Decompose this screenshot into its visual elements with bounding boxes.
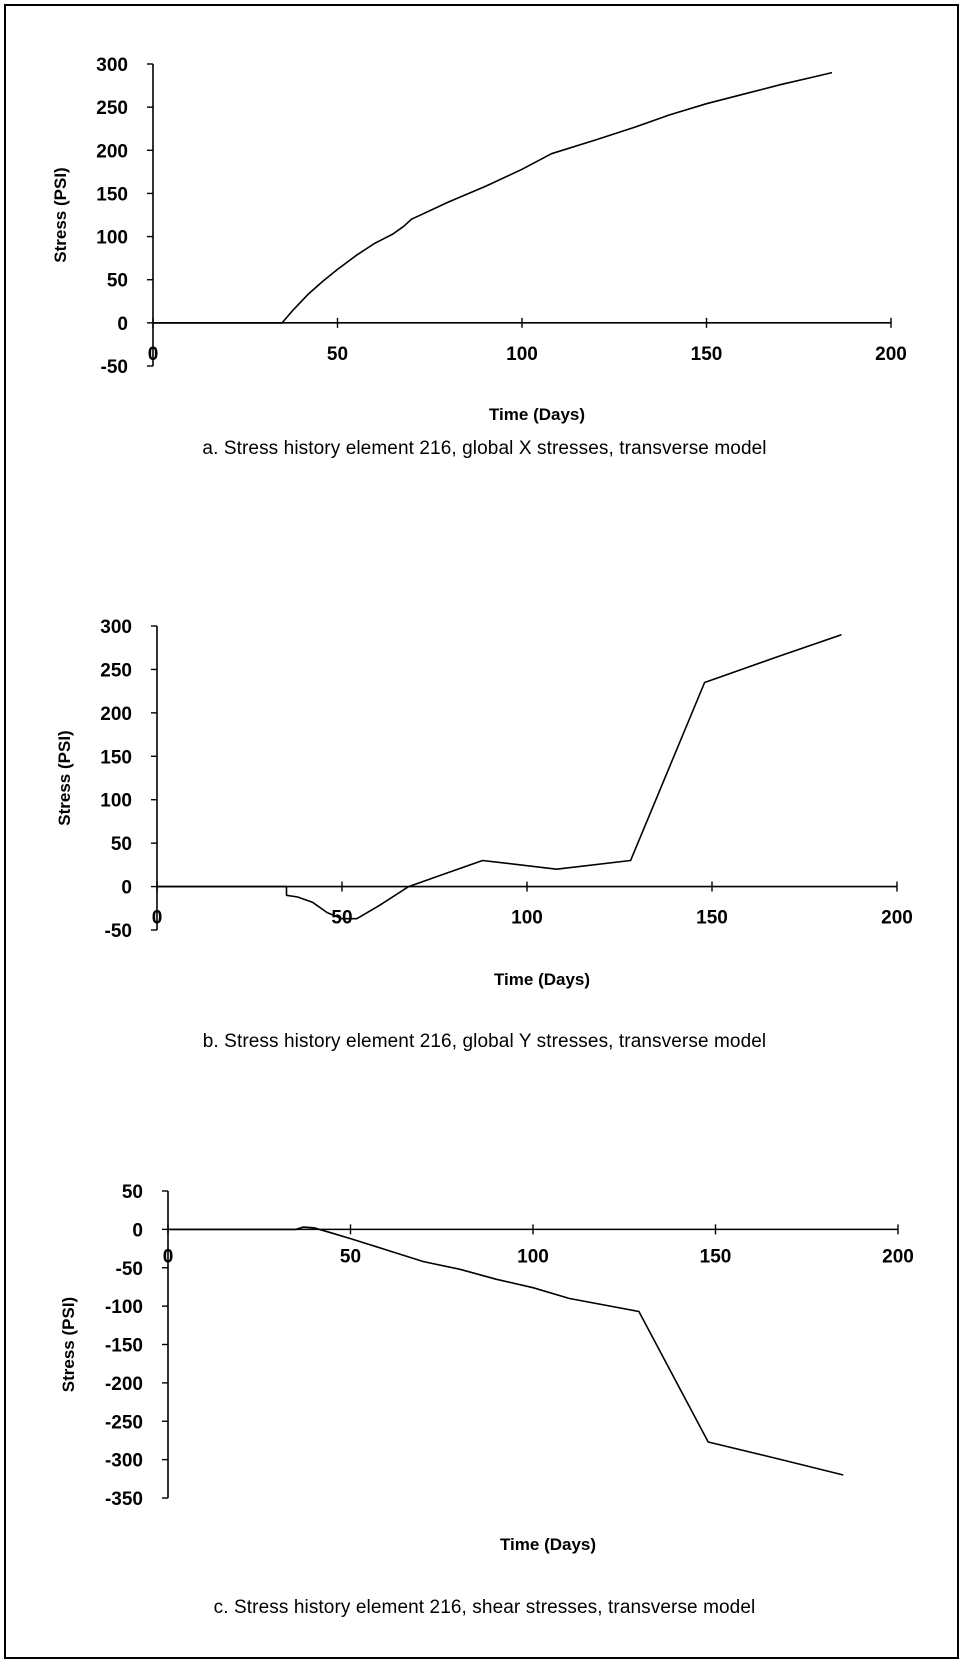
series-line <box>157 633 842 920</box>
y-tick-label: 150 <box>100 747 132 768</box>
x-axis-title: Time (Days) <box>494 970 590 989</box>
y-tick-label: 50 <box>107 271 128 292</box>
y-tick-label: 0 <box>132 1220 143 1241</box>
x-tick-label: 150 <box>691 344 723 365</box>
y-tick-label: 200 <box>100 704 132 725</box>
y-axis-title: Stress (PSI) <box>59 1297 78 1392</box>
x-axis-title: Time (Days) <box>500 1535 596 1554</box>
x-tick-label: 200 <box>881 908 913 929</box>
x-tick-label: 100 <box>517 1246 549 1267</box>
y-tick-label: 50 <box>111 834 132 855</box>
x-tick-label: 100 <box>506 344 538 365</box>
y-tick-label: -300 <box>105 1451 143 1472</box>
x-tick-label: 200 <box>875 344 907 365</box>
y-tick-label: 300 <box>100 617 132 638</box>
series-line <box>153 71 833 324</box>
x-axis-title: Time (Days) <box>489 405 585 424</box>
y-tick-label: 100 <box>96 228 128 249</box>
y-axis-title: Stress (PSI) <box>51 167 70 262</box>
y-tick-label: 150 <box>96 184 128 205</box>
x-tick-label: 150 <box>696 908 728 929</box>
y-tick-label: 0 <box>121 878 132 899</box>
x-tick-label: 50 <box>340 1246 361 1267</box>
y-tick-label: -50 <box>105 921 132 942</box>
y-tick-label: -200 <box>105 1374 143 1395</box>
y-tick-label: 0 <box>117 314 128 335</box>
x-tick-label: 0 <box>152 908 163 929</box>
y-tick-label: -100 <box>105 1297 143 1318</box>
y-tick-label: -50 <box>101 357 128 378</box>
y-tick-label: 100 <box>100 791 132 812</box>
y-tick-label: -150 <box>105 1336 143 1357</box>
caption-c: c. Stress history element 216, shear str… <box>213 1597 756 1618</box>
x-tick-label: 150 <box>700 1246 732 1267</box>
chart-a: 300 250 200 150 100 50 0 -50 0 50 100 150 200 Time (D… <box>51 55 907 424</box>
x-tick-label: 100 <box>511 908 543 929</box>
x-tick-label: 50 <box>327 344 348 365</box>
caption-a: a. Stress history element 216, global X … <box>202 438 767 459</box>
y-tick-label: 200 <box>96 141 128 162</box>
y-tick-label: -250 <box>105 1412 143 1433</box>
y-tick-label: -50 <box>116 1259 143 1280</box>
caption-b: b. Stress history element 216, global Y … <box>202 1031 767 1052</box>
chart-panel-b: 300 250 200 150 100 50 0 -50 0 50 100 150 200 Time (D… <box>55 617 913 1052</box>
x-tick-label: 0 <box>148 344 159 365</box>
y-tick-label: 250 <box>96 98 128 119</box>
y-axis-title: Stress (PSI) <box>55 730 74 825</box>
y-tick-label: -350 <box>105 1489 143 1510</box>
x-tick-label: 0 <box>163 1246 174 1267</box>
series-line <box>168 1226 844 1476</box>
y-tick-label: 250 <box>100 660 132 681</box>
y-tick-label: 50 <box>122 1182 143 1203</box>
chart-panel-a: 300 250 200 150 100 50 0 -50 0 50 100 150 200 Time (D… <box>0 0 969 520</box>
x-tick-label: 200 <box>882 1246 914 1267</box>
y-tick-label: 300 <box>96 55 128 76</box>
